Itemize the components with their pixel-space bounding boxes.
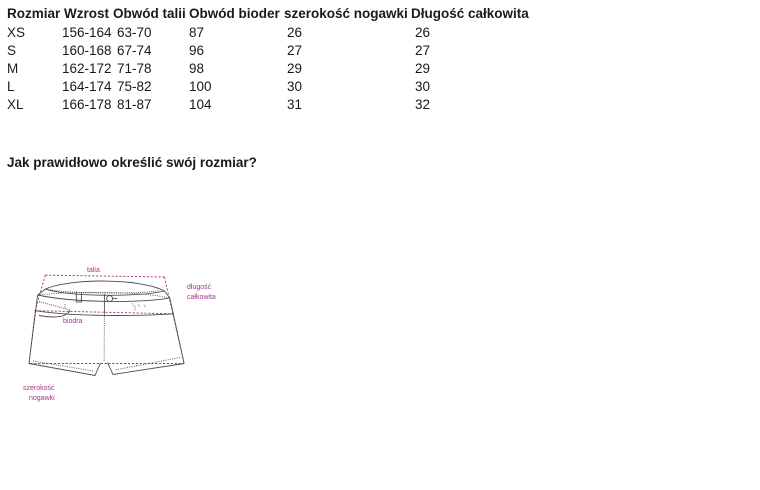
- svg-text:talia: talia: [87, 267, 100, 274]
- svg-text:nogawki: nogawki: [29, 395, 55, 402]
- svg-text:długość: długość: [187, 284, 212, 291]
- svg-text:szerokość: szerokość: [23, 385, 55, 392]
- svg-text:biodra: biodra: [63, 318, 83, 325]
- svg-text:całkowita: całkowita: [187, 294, 216, 301]
